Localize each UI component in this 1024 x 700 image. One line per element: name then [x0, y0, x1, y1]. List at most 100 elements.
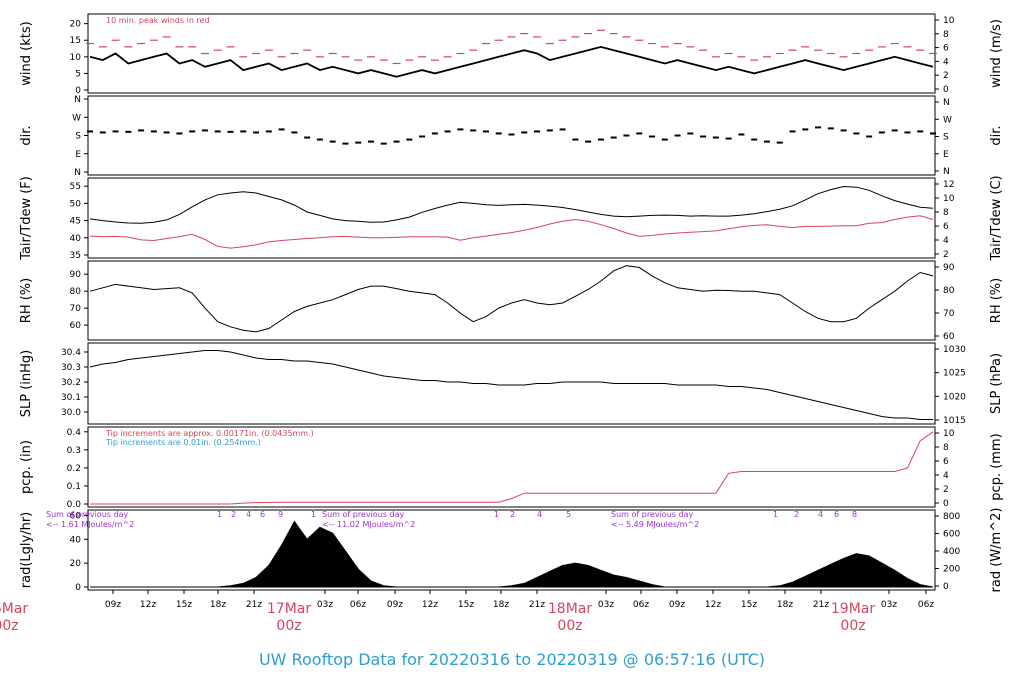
pressure-ytick-left-label: 30.4 — [61, 348, 81, 358]
temp-ytick-left-label: 55 — [70, 182, 81, 192]
dir-ytick-right-label: S — [943, 133, 949, 143]
solar-ytick-left-label: 20 — [70, 559, 82, 569]
x-hour-label: 06z — [918, 600, 934, 610]
solar-hour-mark: 2 — [231, 510, 236, 519]
temp-ytick-right-label: 4 — [943, 236, 949, 246]
pressure-ytick-left-label: 30.1 — [61, 393, 81, 403]
wind-ytick-right-label: 0 — [943, 85, 949, 95]
solar-ylabel-right: rad (W/m^2) — [989, 508, 1004, 593]
precip-ytick-left-label: 0.3 — [67, 446, 81, 456]
precip-ytick-left-label: 0.4 — [67, 428, 82, 438]
rh-ytick-right-label: 80 — [943, 286, 955, 296]
x-day-label: 19Mar — [831, 601, 875, 617]
x-hour-label: 12z — [140, 600, 156, 610]
solar-ytick-right-label: 200 — [943, 565, 960, 575]
x-hour-label: 18z — [493, 600, 509, 610]
precip-ytick-right-label: 0 — [943, 499, 949, 509]
solar-ytick-left-label: 0 — [75, 583, 81, 593]
solar-hour-mark: 2 — [794, 510, 799, 519]
x-day-hour: 00z — [840, 618, 865, 634]
solar-ytick-left-label: 40 — [70, 535, 82, 545]
wind-ylabel-left: wind (kts) — [19, 21, 34, 85]
pressure-series-line — [89, 350, 933, 420]
rh-ylabel-right: RH (%) — [989, 278, 1004, 323]
temp-ytick-right-label: 12 — [943, 180, 954, 190]
panel-frame-solar — [87, 509, 936, 591]
x-hour-label: 15z — [458, 600, 474, 610]
dir-ytick-right-label: N — [943, 167, 950, 177]
x-hour-label: 09z — [669, 600, 685, 610]
temp-ylabel-left: Tair/Tdew (F) — [19, 176, 34, 261]
precip-ytick-right-label: 4 — [943, 471, 949, 481]
wind-annotation: 10 min. peak winds in red — [106, 16, 210, 25]
pressure-ytick-right-label: 1025 — [943, 369, 966, 379]
dir-ylabel-right: dir. — [989, 125, 1004, 145]
precip-annotation-2: Tip increments are 0.01in. (0.254mm.) — [105, 438, 261, 447]
rh-ytick-right-label: 60 — [943, 332, 955, 342]
dir-ylabel-left: dir. — [19, 125, 34, 145]
wind-ytick-left-label: 10 — [70, 53, 82, 63]
x-hour-label: 09z — [387, 600, 403, 610]
solar-hour-mark: 6 — [834, 510, 839, 519]
solar-hour-mark: 6 — [260, 510, 265, 519]
wind-ytick-right-label: 2 — [943, 71, 949, 81]
pressure-ytick-left-label: 30.2 — [61, 378, 81, 388]
wind-ytick-left-label: 5 — [75, 69, 81, 79]
solar-hour-mark: 1 — [773, 510, 778, 519]
x-day-hour: 00z — [557, 618, 582, 634]
wind-series-line-0 — [89, 45, 934, 78]
dir-ytick-right-label: W — [943, 115, 952, 125]
solar-total-label: Sum of previous day — [611, 510, 693, 519]
solar-hour-mark: 5 — [566, 510, 571, 519]
rh-series-line — [89, 265, 934, 333]
x-hour-label: 21z — [246, 600, 262, 610]
precip-ytick-left-label: 0.2 — [67, 464, 81, 474]
solar-total-value: <-- 11.02 MJoules/m^2 — [322, 520, 415, 529]
rh-ytick-left-label: 90 — [70, 270, 82, 280]
rh-ytick-left-label: 60 — [70, 321, 82, 331]
pressure-ytick-right-label: 1015 — [943, 416, 966, 426]
x-day-label: 17Mar — [267, 601, 311, 617]
precip-ylabel-left: pcp. (in) — [19, 440, 34, 494]
x-day-label: 16Mar — [0, 601, 28, 617]
solar-total-label: Sum of previous day — [46, 510, 128, 519]
rh-ytick-right-label: 70 — [943, 309, 955, 319]
solar-hour-mark: 4 — [246, 510, 251, 519]
dir-ytick-left-label: S — [75, 132, 81, 142]
solar-total-value: <-- 1.61 MJoules/m^2 — [46, 520, 134, 529]
x-day-label: 18Mar — [548, 601, 592, 617]
panel-frame-precip — [87, 426, 936, 508]
solar-hour-mark: 1 — [494, 510, 499, 519]
x-day-hour: 00z — [276, 618, 301, 634]
x-hour-label: 15z — [176, 600, 192, 610]
temp-series-line-1 — [89, 215, 934, 249]
solar-hour-mark: 8 — [852, 510, 857, 519]
dir-ytick-left-label: W — [72, 113, 81, 123]
solar-total-label: Sum of previous day — [322, 510, 404, 519]
pressure-ytick-left-label: 30.0 — [61, 408, 81, 418]
wind-ytick-right-label: 10 — [943, 16, 955, 26]
solar-hour-mark: 1 — [311, 510, 316, 519]
x-hour-label: 21z — [813, 600, 829, 610]
rh-ytick-right-label: 90 — [943, 263, 955, 273]
temp-ytick-left-label: 35 — [70, 251, 81, 261]
temp-series-line-0 — [89, 185, 934, 224]
x-hour-label: 18z — [777, 600, 793, 610]
solar-hour-mark: 1 — [217, 510, 222, 519]
solar-ytick-right-label: 600 — [943, 530, 960, 540]
precip-ytick-right-label: 2 — [943, 485, 949, 495]
precip-ytick-left-label: 0.1 — [67, 482, 81, 492]
solar-hour-mark: 4 — [818, 510, 823, 519]
temp-ytick-right-label: 10 — [943, 194, 955, 204]
chart-title: UW Rooftop Data for 20220316 to 20220319… — [259, 650, 765, 669]
dir-ytick-left-label: N — [74, 95, 81, 105]
panel-frame-rh — [87, 260, 936, 341]
precip-ytick-right-label: 8 — [943, 443, 949, 453]
solar-hour-mark: 4 — [537, 510, 542, 519]
rh-ytick-left-label: 80 — [70, 287, 82, 297]
x-hour-label: 21z — [529, 600, 545, 610]
dir-ytick-right-label: E — [943, 150, 949, 160]
temp-ytick-right-label: 8 — [943, 208, 949, 218]
x-hour-label: 18z — [210, 600, 226, 610]
